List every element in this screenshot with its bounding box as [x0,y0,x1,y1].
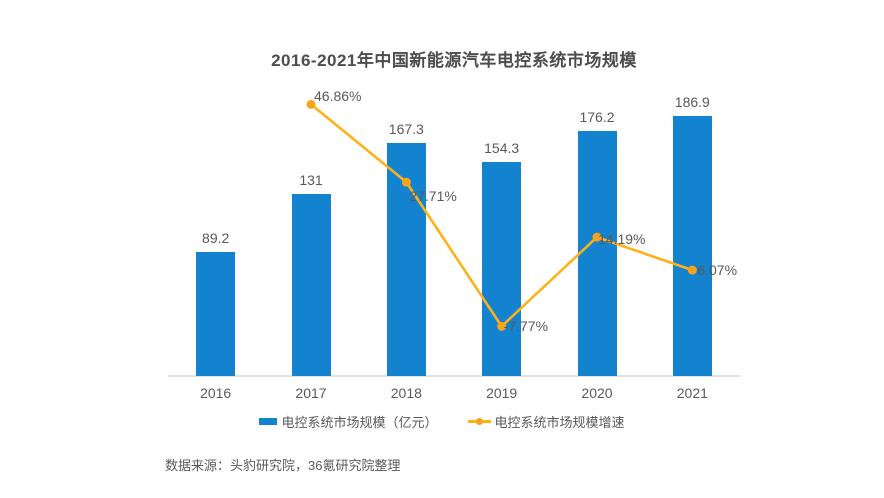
bar-2021 [672,116,712,376]
bar-value-label-2020: 176.2 [579,109,615,126]
legend-item-market-size: 电控系统市场规模（亿元） [259,412,438,431]
growth-label-2018: 27.71% [409,188,457,205]
bar-2017 [291,193,331,376]
x-axis-label-2020: 2020 [581,385,613,401]
x-axis-label-2016: 2016 [200,385,232,401]
bar-value-label-2017: 131 [299,171,323,188]
growth-label-2017: 46.86% [314,88,362,105]
bar-value-label-2018: 167.3 [388,121,424,138]
x-axis-label-2019: 2019 [486,385,518,401]
line-series-swatch [467,417,491,426]
legend-item-growth-rate: 电控系统市场规模增速 [467,412,625,431]
bar-value-label-2021: 186.9 [674,94,710,111]
bar-value-label-2016: 89.2 [202,230,230,246]
bar-2019 [482,161,522,376]
line-swatch-dot-icon [475,418,483,425]
chart-title: 2016-2021年中国新能源汽车电控系统市场规模 [271,51,637,70]
bar-2016 [196,252,236,376]
legend-label-growth-rate: 电控系统市场规模增速 [494,415,625,430]
x-axis-label-2018: 2018 [390,385,422,401]
bar-series-swatch [259,418,278,425]
growth-label-2019: -7.77% [503,318,549,335]
bar-2018 [386,143,426,376]
growth-label-2021: 6.07% [697,262,738,279]
x-axis-line [168,375,740,377]
x-axis-label-2017: 2017 [295,385,327,401]
bar-2020 [577,131,617,376]
bar-value-label-2019: 154.3 [484,139,520,156]
legend-label-market-size: 电控系统市场规模（亿元） [281,415,438,430]
legend: 电控系统市场规模（亿元） 电控系统市场规模增速 [0,412,884,431]
source-note: 数据来源：头豹研究院，36氪研究院整理 [165,458,401,473]
growth-label-2020: 14.19% [598,231,646,248]
x-axis-label-2021: 2021 [676,385,708,401]
